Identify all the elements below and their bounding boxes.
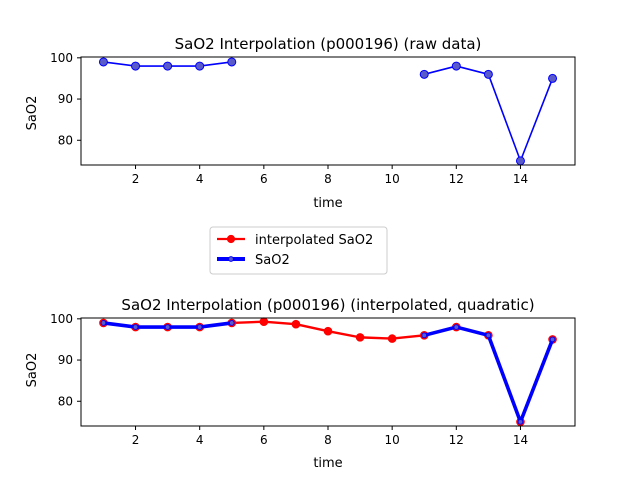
data-point bbox=[259, 317, 269, 327]
data-point bbox=[227, 57, 237, 67]
legend-entry-sao2: SaO2 bbox=[217, 253, 290, 268]
data-point bbox=[100, 320, 107, 326]
x-axis-label: time bbox=[313, 456, 342, 471]
legend-label-interpolated: interpolated SaO2 bbox=[255, 233, 373, 248]
data-point bbox=[549, 336, 556, 343]
data-point bbox=[164, 324, 171, 330]
y-tick-label: 90 bbox=[58, 353, 73, 367]
data-point bbox=[483, 69, 493, 79]
legend-marker-interpolated bbox=[226, 234, 236, 244]
x-tick-label: 12 bbox=[449, 172, 464, 186]
data-point bbox=[228, 320, 235, 326]
data-point bbox=[355, 333, 365, 342]
x-tick-label: 12 bbox=[449, 433, 464, 447]
x-tick-label: 8 bbox=[324, 172, 332, 186]
legend: interpolated SaO2 SaO2 bbox=[209, 226, 388, 275]
x-tick-label: 6 bbox=[260, 172, 268, 186]
data-point bbox=[451, 61, 461, 71]
data-point bbox=[515, 156, 525, 166]
y-tick-label: 100 bbox=[50, 312, 73, 326]
y-axis-label: SaO2 bbox=[25, 96, 40, 131]
data-point bbox=[485, 332, 492, 339]
data-point bbox=[163, 61, 173, 71]
data-point bbox=[453, 324, 460, 330]
legend-marker-sao2 bbox=[228, 256, 234, 262]
y-tick-label: 80 bbox=[58, 133, 73, 147]
y-tick-label: 90 bbox=[58, 92, 73, 106]
data-point bbox=[196, 324, 203, 330]
legend-box bbox=[209, 226, 388, 275]
data-point bbox=[131, 61, 141, 71]
data-point bbox=[132, 324, 139, 330]
data-point bbox=[195, 61, 205, 71]
data-point bbox=[323, 326, 333, 336]
series-line bbox=[424, 65, 554, 162]
x-tick-label: 4 bbox=[196, 433, 204, 447]
series-line bbox=[423, 325, 555, 424]
x-tick-label: 14 bbox=[513, 433, 528, 447]
x-tick-label: 8 bbox=[324, 433, 332, 447]
data-point bbox=[387, 334, 397, 343]
chart-title: SaO2 Interpolation (p000196) (raw data) bbox=[175, 35, 482, 53]
x-tick-label: 2 bbox=[132, 172, 140, 186]
x-tick-label: 6 bbox=[260, 433, 268, 447]
data-point bbox=[517, 418, 524, 425]
plot-area bbox=[98, 57, 558, 166]
y-axis-label: SaO2 bbox=[25, 353, 40, 388]
data-point bbox=[419, 69, 429, 79]
legend-entry-interpolated: interpolated SaO2 bbox=[217, 233, 373, 248]
axes-frame bbox=[80, 56, 576, 166]
plot-area bbox=[99, 317, 557, 427]
raw-data-chart: SaO2 Interpolation (p000196) (raw data) … bbox=[25, 35, 576, 211]
x-tick-label: 14 bbox=[513, 172, 528, 186]
x-tick-label: 4 bbox=[196, 172, 204, 186]
legend-label-sao2: SaO2 bbox=[255, 253, 290, 268]
y-tick-label: 80 bbox=[58, 394, 73, 408]
interpolated-chart: SaO2 Interpolation (p000196) (interpolat… bbox=[25, 296, 576, 471]
y-tick-label: 100 bbox=[50, 51, 73, 65]
x-tick-label: 10 bbox=[385, 433, 400, 447]
data-point bbox=[98, 57, 108, 67]
data-point bbox=[548, 73, 558, 83]
chart-title: SaO2 Interpolation (p000196) (interpolat… bbox=[121, 296, 534, 314]
data-point bbox=[291, 319, 301, 329]
x-axis-label: time bbox=[313, 196, 342, 211]
x-tick-label: 10 bbox=[385, 172, 400, 186]
x-tick-label: 2 bbox=[132, 433, 140, 447]
data-point bbox=[421, 332, 428, 339]
